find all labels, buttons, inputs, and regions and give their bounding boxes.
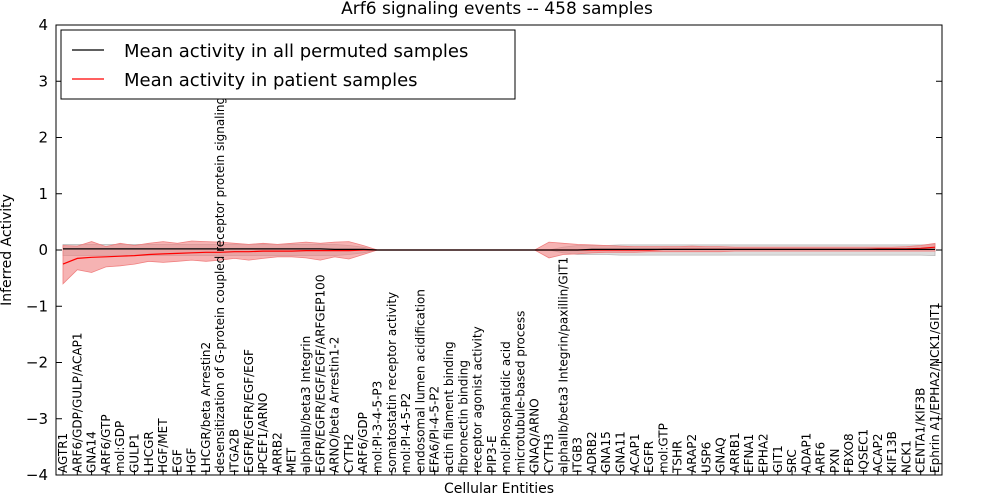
x-tick-label: GNAQ/ARNO	[528, 398, 542, 473]
x-tick-label: alphaIIb/beta3 Integrin	[299, 336, 313, 473]
legend-box	[60, 29, 516, 100]
x-tick-label: ARRB2	[270, 432, 284, 473]
legend-label-patient: Mean activity in patient samples	[124, 70, 418, 91]
x-tick-label: IQSEC1	[857, 429, 871, 473]
x-tick-label: actin filament binding	[442, 341, 456, 473]
x-tick-label: CYTH3	[542, 434, 556, 474]
x-tick-label: GIT1	[771, 445, 785, 473]
x-tick-label: ARF6	[814, 442, 828, 473]
chart-title: Arf6 signaling events -- 458 samples	[341, 0, 653, 19]
x-tick-label: EGFR/EGFR/EGF/EGF/ARFGEP100	[313, 275, 327, 473]
y-tick-label: −1	[26, 297, 48, 315]
x-tick-label: GNAQ	[714, 437, 728, 473]
x-tick-label: CENTA1/KIF3B	[914, 388, 928, 473]
x-tick-label: GNA11	[614, 431, 628, 473]
y-axis-label: Inferred Activity	[0, 194, 15, 306]
y-tick-label: −2	[26, 354, 48, 372]
x-tick-label: ITGA2B	[228, 429, 242, 473]
x-tick-label: ADAP1	[799, 433, 813, 473]
y-axis-label-group: Inferred Activity	[0, 194, 15, 306]
y-tick-label: 0	[38, 241, 48, 259]
x-tick-label: IPCEF1/ARNO	[256, 393, 270, 473]
series-lines	[62, 246, 936, 265]
x-tick-label: CYTH2	[342, 434, 356, 474]
legend: Mean activity in all permuted samples Me…	[60, 29, 516, 100]
y-tick-label: 2	[38, 129, 48, 147]
x-tick-label: ARAP2	[685, 434, 699, 473]
x-tick-label: mol:GTP	[656, 423, 670, 473]
y-tick-label: −4	[26, 466, 48, 484]
y-tick-label: 3	[38, 72, 48, 90]
x-tick-label: EGFR/EGFR/EGF/EGF	[242, 349, 256, 473]
x-tick-label: Ephrin A1/EPHA2/NCK1/GIT1	[928, 302, 942, 473]
x-tick-label: mol:PI-3-4-5-P3	[371, 381, 385, 473]
x-tick-label: PIP3-E	[485, 435, 499, 473]
x-tick-label: ADRB2	[585, 431, 599, 473]
x-axis-label: Cellular Entities	[444, 481, 554, 497]
x-tick-label: MET	[285, 447, 299, 473]
x-tick-label: USP6	[699, 442, 713, 473]
x-tick-label: GNA15	[599, 431, 613, 473]
x-tick-label: HGF	[185, 448, 199, 473]
confidence-bands	[62, 240, 936, 285]
confidence-band-series-1	[62, 240, 936, 285]
x-tick-label: ARF6/GDP/GULP/ACAP1	[70, 333, 84, 473]
x-tick-label: ACAP1	[628, 434, 642, 473]
x-ticks: AGTR1 ARF6/GDP/GULP/ACAP1 GNA14 ARF6/GTP mol…	[56, 42, 942, 475]
x-tick-label: LHCGR/beta Arrestin2	[199, 342, 213, 473]
x-tick-label: NCK1	[899, 440, 913, 473]
legend-label-permuted: Mean activity in all permuted samples	[124, 41, 468, 62]
x-tick-label: ARF6/GDP	[356, 412, 370, 473]
x-tick-label: GULP1	[128, 433, 142, 473]
x-tick-label: mol:Phosphatidic acid	[499, 341, 513, 473]
x-tick-label: ARRB1	[728, 432, 742, 473]
y-tick-label: 1	[38, 185, 48, 203]
x-tick-label: endosomal lumen acidification	[413, 289, 427, 473]
x-tick-label: EFA6/PI-4-5-P2	[428, 386, 442, 473]
x-tick-label: AGTR1	[56, 433, 70, 473]
y-ticks: −4 −3 −2 −1 0 1 2 3 4	[26, 16, 942, 484]
x-tick-label: mol:GDP	[113, 421, 127, 473]
x-tick-label: KIF13B	[885, 431, 899, 473]
x-tick-label: ARF6/GTP	[99, 414, 113, 473]
y-tick-label: 4	[38, 16, 48, 34]
y-tick-label: −3	[26, 410, 48, 428]
x-tick-label: EGFR	[642, 441, 656, 473]
x-tick-label: HGF/MET	[156, 418, 170, 473]
x-tick-label: TSHR	[671, 441, 685, 474]
x-tick-label: fibronectin binding	[456, 360, 470, 473]
x-tick-label: receptor agonist activity	[471, 326, 485, 473]
x-tick-label: EPHA2	[757, 433, 771, 473]
x-tick-label: ITGB3	[571, 437, 585, 473]
x-tick-label: FBXO8	[842, 433, 856, 473]
x-tick-label: desensitization of G-protein coupled rec…	[213, 42, 227, 473]
plot-frame	[55, 24, 943, 476]
x-tick-label: GNA14	[85, 431, 99, 473]
x-tick-label: ACAP2	[871, 434, 885, 473]
x-tick-label: EGF	[170, 449, 184, 473]
x-tick-label: LHCGR	[142, 431, 156, 473]
x-tick-label: alphaIIb/beta3 Integrin/paxillin/GIT1	[556, 257, 570, 473]
x-tick-label: microtubule-based process	[513, 311, 527, 473]
x-tick-label: ARNO/beta Arrestin1-2	[328, 337, 342, 473]
x-tick-label: somatostatin receptor activity	[385, 292, 399, 473]
x-tick-label: SRC	[785, 449, 799, 473]
series-line-0	[63, 248, 935, 251]
x-tick-label: mol:PI-4-5-P2	[399, 393, 413, 473]
x-tick-label: PXN	[828, 449, 842, 473]
x-tick-label: EFNA1	[742, 434, 756, 473]
